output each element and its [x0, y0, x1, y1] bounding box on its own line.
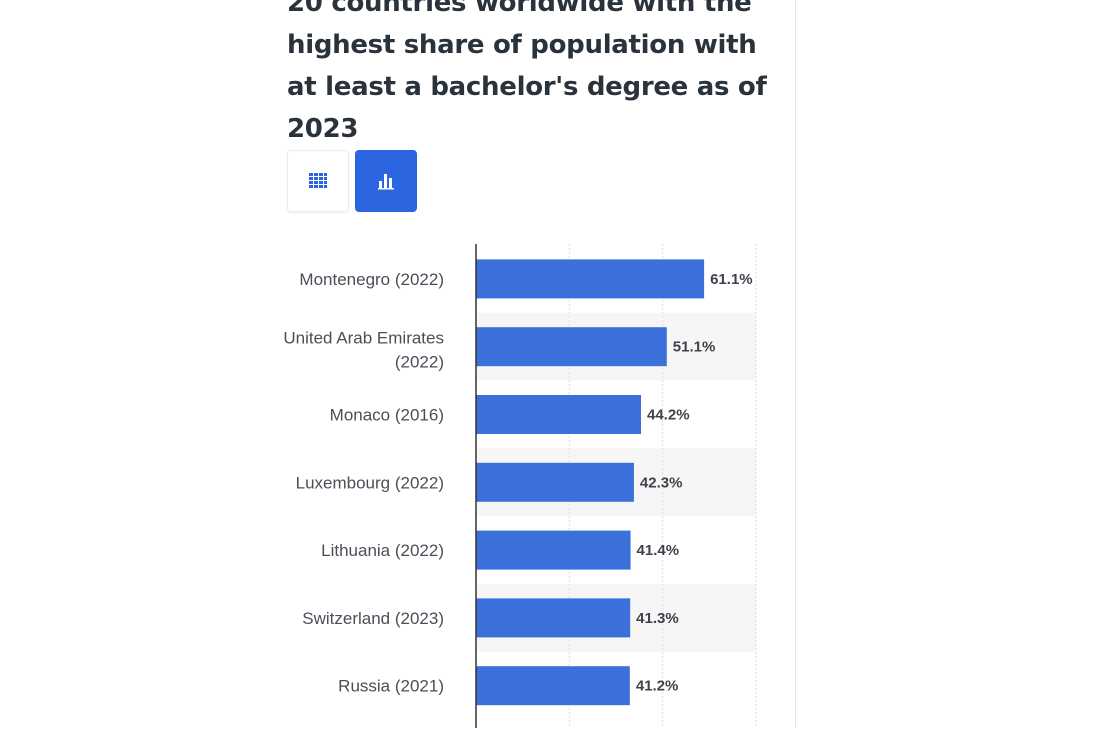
bar: [476, 259, 705, 299]
bar: [476, 462, 634, 502]
data-label: 61.1%: [710, 271, 753, 288]
bar: [476, 327, 667, 367]
grid-table-icon: [309, 173, 327, 188]
divider: [795, 0, 796, 728]
category-label: Russia (2021): [338, 677, 444, 696]
data-label: 41.2%: [636, 678, 679, 695]
category-label: Lithuania (2022): [321, 541, 444, 560]
view-toggle: [287, 150, 417, 212]
bar: [476, 598, 631, 638]
data-label: 42.3%: [640, 474, 683, 491]
bar: [476, 395, 642, 434]
data-label: 51.1%: [673, 339, 716, 356]
category-label: United Arab Emirates: [283, 329, 444, 348]
bar: [476, 666, 630, 706]
bar: [476, 530, 631, 570]
category-label: Montenegro (2022): [299, 270, 444, 289]
data-label: 41.3%: [636, 610, 679, 627]
category-label: Monaco (2016): [330, 406, 444, 425]
table-view-button[interactable]: [287, 150, 349, 212]
chart-title: 20 countries worldwide with the highest …: [287, 0, 767, 144]
chart-view-button[interactable]: [355, 150, 417, 212]
data-label: 44.2%: [647, 407, 690, 424]
category-label: (2022): [395, 353, 444, 372]
data-label: 41.4%: [637, 542, 680, 559]
category-label: Luxembourg (2022): [296, 473, 444, 492]
category-label: Switzerland (2023): [302, 609, 444, 628]
bar-chart-icon: [378, 174, 394, 190]
